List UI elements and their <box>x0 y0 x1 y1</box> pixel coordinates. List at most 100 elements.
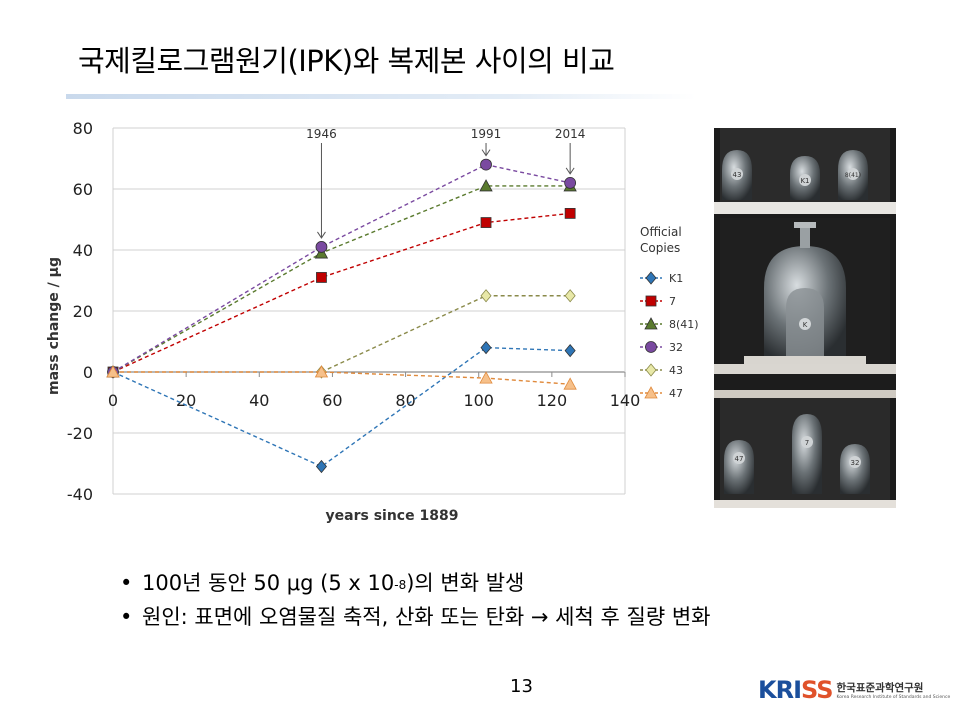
annotation-arrow-head <box>565 167 575 175</box>
y-tick-label: -20 <box>67 424 93 443</box>
x-tick-label: 120 <box>537 391 568 410</box>
top-bell-label-3: 8(41) <box>845 172 861 179</box>
top-bell-label-1: 43 <box>733 171 742 179</box>
data-point-7-2 <box>480 217 492 228</box>
y-tick-label: 60 <box>73 180 93 199</box>
page-number: 13 <box>510 676 533 697</box>
legend-marker <box>645 295 657 307</box>
bottom-bell-label-3: 32 <box>851 459 860 467</box>
series-line-47 <box>113 371 571 385</box>
chart-series <box>106 158 577 474</box>
logo-korean-name: 한국표준과학연구원 <box>836 682 924 694</box>
legend-label: 43 <box>669 364 683 377</box>
x-tick-label: 0 <box>108 391 118 410</box>
data-point-43-1 <box>480 289 492 303</box>
data-point-32-2 <box>480 158 492 171</box>
year-annotation: 2014 <box>555 127 586 141</box>
data-point-32-1 <box>315 241 328 253</box>
y-tick-label: 40 <box>73 241 93 260</box>
top-shelf-bells: 43 K1 8(41) <box>722 150 868 200</box>
bullet-item-1: • 100년 동안 50 μg (5 x 10-8)의 변화 발생 <box>120 566 710 600</box>
legend-item-32: 32 <box>640 341 683 354</box>
bullet-list: • 100년 동안 50 μg (5 x 10-8)의 변화 발생 • 원인: 표면… <box>120 566 710 634</box>
legend-marker <box>644 317 658 330</box>
x-tick-label: 60 <box>322 391 342 410</box>
series-line-K1 <box>112 346 571 468</box>
y-tick-label: -40 <box>67 485 93 504</box>
bottom-bell-label-1: 47 <box>735 455 744 463</box>
data-point-7-3 <box>564 208 576 219</box>
kilogram-copies-photo: 43 K1 8(41) K 47 7 32 <box>714 128 896 508</box>
legend-title-line1: Official <box>640 225 682 239</box>
chart-legend: Official Copies K1 7 8(41) 32 43 47 <box>640 225 699 400</box>
chart-annotations: 1946 1991 2014 <box>306 127 586 239</box>
data-point-43-2 <box>564 289 576 303</box>
chart-grid <box>112 127 626 495</box>
legend-marker <box>645 341 657 353</box>
data-point-K1-1 <box>315 459 327 474</box>
logo-english-name: Korea Research Institute of Standards an… <box>836 695 951 700</box>
x-axis-label: years since 1889 <box>326 508 459 524</box>
bullet-2-text: 원인: 표면에 오염물질 축적, 산화 또는 탄화 → 세척 후 질량 변화 <box>142 605 711 629</box>
series-32 <box>107 158 577 378</box>
legend-item-K1: K1 <box>640 271 683 285</box>
legend-marker <box>645 363 657 377</box>
series-8(41) <box>106 179 577 378</box>
series-line-7 <box>112 212 571 373</box>
annotation-arrow-head <box>481 149 491 157</box>
data-point-32-3 <box>564 177 577 189</box>
y-tick-labels: -40 -20 0 20 40 60 80 <box>67 119 93 504</box>
legend-item-7: 7 <box>640 295 676 308</box>
series-47 <box>106 365 577 390</box>
logo-subtitle: 한국표준과학연구원 Korea Research Institute of St… <box>837 680 951 700</box>
data-point-47-0 <box>106 365 120 378</box>
bullet-1-exponent: -8 <box>394 578 407 592</box>
x-tick-label: 40 <box>249 391 269 410</box>
series-line-32 <box>112 163 571 373</box>
logo-kri: KRI <box>758 676 802 704</box>
bullet-1-mu: μ <box>286 571 301 595</box>
slide-title: 국제킬로그램원기(IPK)와 복제본 사이의 비교 <box>78 44 615 78</box>
legend-title-line2: Copies <box>640 241 680 255</box>
bullet-1-text-b: g (5 x 10 <box>300 571 395 595</box>
x-tick-label: 140 <box>610 391 641 410</box>
legend-label: 8(41) <box>669 318 699 331</box>
y-tick-label: 80 <box>73 119 93 138</box>
top-bell-label-2: K1 <box>800 177 809 185</box>
data-point-8(41)-2 <box>479 179 493 192</box>
data-point-47-3 <box>563 377 577 390</box>
bullet-1-text-a: 100년 동안 50 <box>142 571 287 595</box>
legend-item-43: 43 <box>640 363 683 377</box>
year-annotation: 1991 <box>471 127 502 141</box>
series-line-43 <box>321 295 571 373</box>
data-point-K1-2 <box>480 340 492 355</box>
bullet-1-text-c: )의 변화 발생 <box>406 571 525 595</box>
bottom-bell-label-2: 7 <box>805 439 809 447</box>
y-tick-label: 20 <box>73 302 93 321</box>
data-point-47-1 <box>314 365 329 378</box>
legend-label: 47 <box>669 387 683 400</box>
x-tick-label: 20 <box>176 391 196 410</box>
x-tick-label: 80 <box>395 391 415 410</box>
y-axis-label: mass change / µg <box>46 257 62 395</box>
data-point-7-1 <box>316 272 327 283</box>
y-tick-label: 0 <box>83 363 93 382</box>
center-bell: K <box>744 222 866 364</box>
legend-item-47: 47 <box>640 386 683 400</box>
data-point-47-2 <box>479 371 493 384</box>
legend-marker <box>645 271 657 285</box>
legend-label: 7 <box>669 295 676 308</box>
legend-marker <box>644 386 658 399</box>
year-annotation: 1946 <box>306 127 337 141</box>
x-tick-label: 100 <box>463 391 494 410</box>
logo-ss: SS <box>801 676 833 704</box>
bullet-item-2: • 원인: 표면에 오염물질 축적, 산화 또는 탄화 → 세척 후 질량 변화 <box>120 600 710 634</box>
x-tick-labels: 0 20 40 60 80 100 120 140 <box>108 391 640 410</box>
photo-illustration: 43 K1 8(41) K 47 7 32 <box>714 128 896 508</box>
kriss-logo: KRISS 한국표준과학연구원 Korea Research Institute… <box>758 676 950 704</box>
annotation-arrow-head <box>317 231 326 239</box>
legend-label: 32 <box>669 341 683 354</box>
center-bell-label: K <box>803 321 808 329</box>
bottom-shelf-bells: 47 7 32 <box>724 414 870 494</box>
